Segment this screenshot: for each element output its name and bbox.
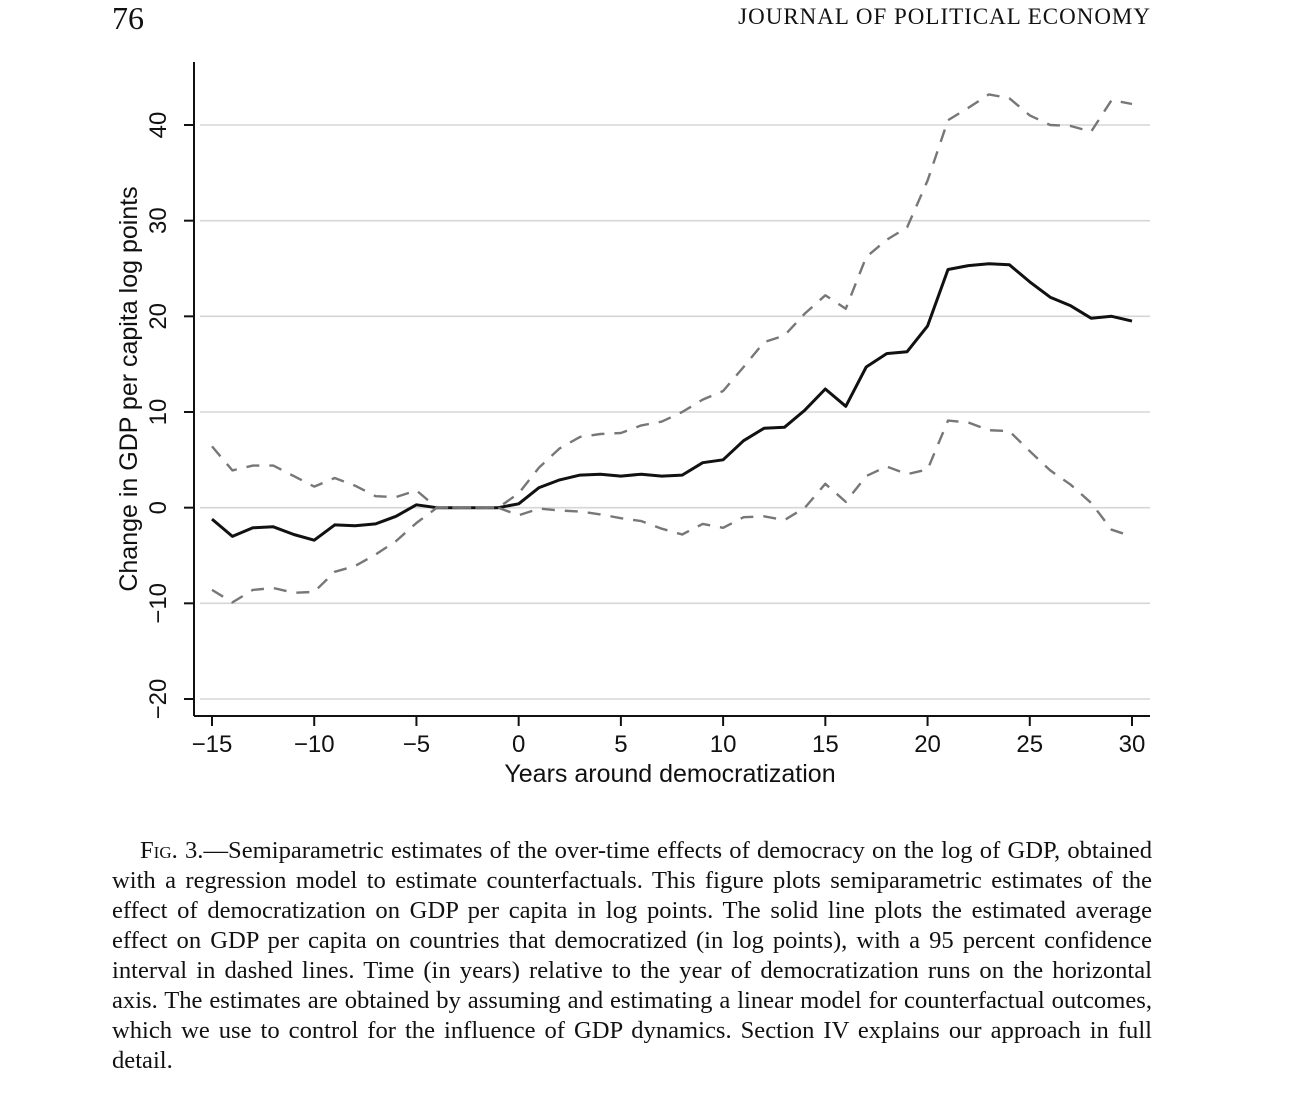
y-tick-label: −20 <box>145 679 172 720</box>
axes: −20 −10 0 10 20 30 40 −15 −10 −5 0 5 10 15 20 25 30 <box>145 62 1150 758</box>
caption-label: Fig. 3. <box>140 837 203 864</box>
x-tick-label: 25 <box>1016 731 1043 758</box>
x-tick-label: 30 <box>1119 731 1146 758</box>
gridlines <box>200 125 1150 699</box>
y-tick-label: 40 <box>145 112 172 139</box>
solid-line <box>212 264 1132 541</box>
series <box>212 94 1132 602</box>
figure-3-chart: −20 −10 0 10 20 30 40 −15 −10 −5 0 5 10 15 20 25 30 Year… <box>0 0 1298 800</box>
figure-caption: Fig. 3.—Semiparametric estimates of the … <box>112 836 1152 1076</box>
x-tick-label: 20 <box>914 731 941 758</box>
x-tick-label: 10 <box>710 731 737 758</box>
x-axis-title: Years around democratization <box>504 760 835 788</box>
y-tick-label: 10 <box>145 399 172 426</box>
y-tick-label: 0 <box>145 501 172 514</box>
lower-ci-line <box>212 421 1132 603</box>
x-tick-label: 5 <box>614 731 627 758</box>
x-tick-label: −5 <box>403 731 430 758</box>
x-tick-label: −15 <box>192 731 233 758</box>
y-tick-label: 20 <box>145 303 172 330</box>
x-tick-label: −10 <box>294 731 335 758</box>
upper-ci-line <box>212 94 1132 507</box>
caption-text: —Semiparametric estimates of the over-ti… <box>112 837 1152 1074</box>
x-tick-label: 0 <box>512 731 525 758</box>
y-tick-label: 30 <box>145 207 172 234</box>
y-axis-title: Change in GDP per capita log points <box>115 186 143 591</box>
y-tick-label: −10 <box>145 583 172 624</box>
x-tick-label: 15 <box>812 731 839 758</box>
